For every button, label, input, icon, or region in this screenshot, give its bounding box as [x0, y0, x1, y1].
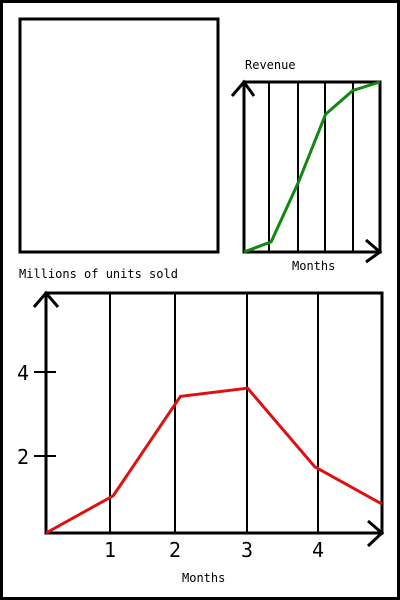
units-x-tick-label: 1	[104, 538, 116, 562]
units-y-arrow	[32, 290, 60, 308]
units-x-tick-label: 4	[312, 538, 324, 562]
units-chart: 2 4 1 2 3 4 Months	[17, 290, 385, 585]
units-series-line	[45, 386, 383, 535]
units-caption: Millions of units sold	[19, 267, 178, 281]
revenue-y-arrow	[230, 79, 256, 97]
chart-figure: Millions of units sold Revenue Months 2 4…	[17, 17, 385, 585]
units-x-tick-label: 3	[241, 538, 253, 562]
units-plot-frame	[44, 291, 384, 535]
revenue-chart: Revenue Months	[230, 58, 383, 273]
units-x-label: Months	[182, 571, 225, 585]
units-panel-frame	[18, 17, 220, 254]
revenue-title: Revenue	[245, 58, 296, 72]
units-x-arrow	[366, 519, 385, 548]
units-y-tick-label: 4	[17, 361, 29, 385]
revenue-plot-frame	[242, 80, 382, 254]
revenue-series-line	[243, 80, 381, 254]
units-y-tick-label: 2	[17, 445, 29, 469]
revenue-x-arrow	[365, 238, 383, 264]
revenue-x-label: Months	[292, 259, 335, 273]
units-x-tick-label: 2	[169, 538, 181, 562]
